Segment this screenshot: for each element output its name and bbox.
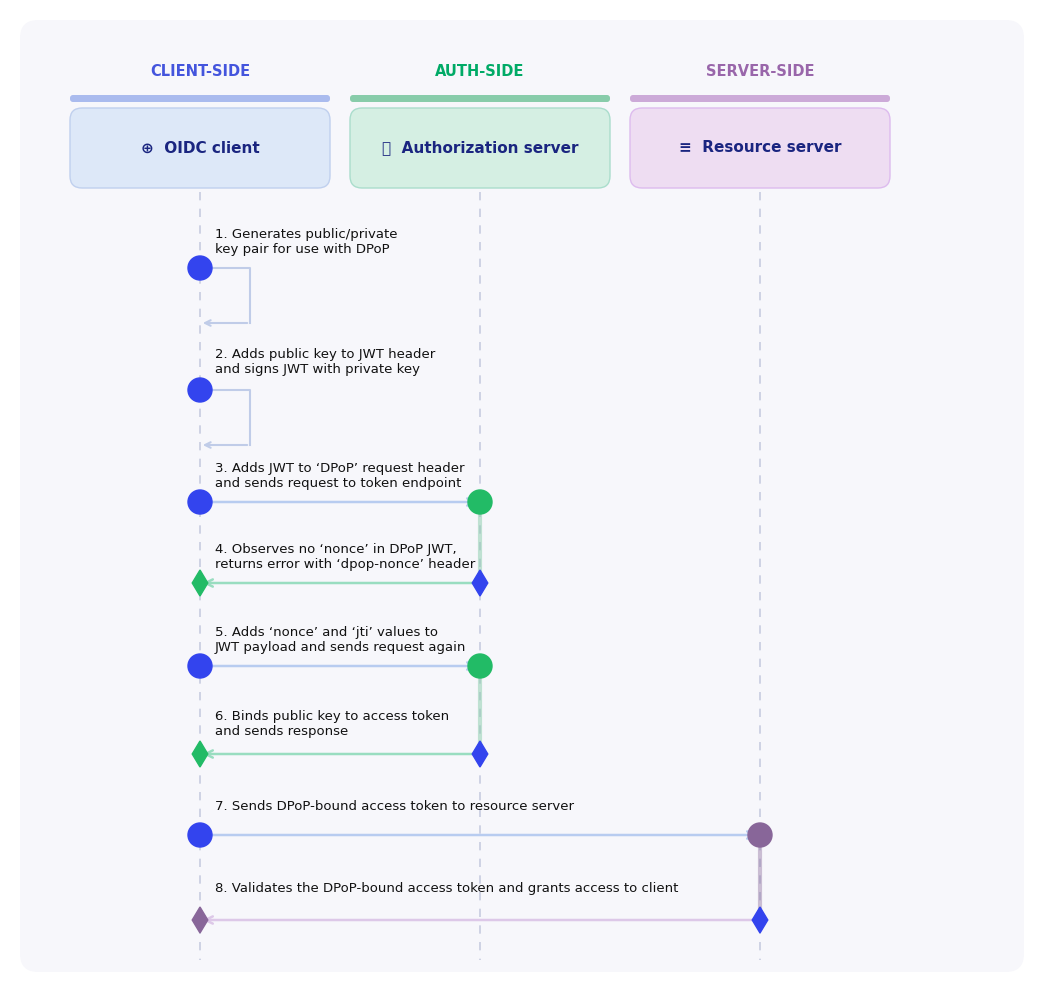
Circle shape <box>468 490 492 514</box>
Text: ≡  Resource server: ≡ Resource server <box>679 141 841 156</box>
Text: 7. Sends DPoP-bound access token to resource server: 7. Sends DPoP-bound access token to reso… <box>215 800 574 813</box>
Text: CLIENT-SIDE: CLIENT-SIDE <box>150 64 251 79</box>
Text: AUTH-SIDE: AUTH-SIDE <box>435 64 525 79</box>
FancyBboxPatch shape <box>630 95 889 102</box>
Text: ⛨  Authorization server: ⛨ Authorization server <box>382 141 578 156</box>
Polygon shape <box>472 570 488 596</box>
Circle shape <box>188 823 212 847</box>
FancyBboxPatch shape <box>630 108 889 188</box>
Text: ⊕  OIDC client: ⊕ OIDC client <box>141 141 259 156</box>
Polygon shape <box>192 741 208 767</box>
Text: SERVER-SIDE: SERVER-SIDE <box>706 64 814 79</box>
Circle shape <box>188 490 212 514</box>
Polygon shape <box>192 570 208 596</box>
Text: 5. Adds ‘nonce’ and ‘jti’ values to
JWT payload and sends request again: 5. Adds ‘nonce’ and ‘jti’ values to JWT … <box>215 626 467 654</box>
Polygon shape <box>472 741 488 767</box>
Polygon shape <box>192 907 208 933</box>
Circle shape <box>188 654 212 678</box>
Text: 8. Validates the DPoP-bound access token and grants access to client: 8. Validates the DPoP-bound access token… <box>215 882 679 895</box>
Text: 6. Binds public key to access token
and sends response: 6. Binds public key to access token and … <box>215 710 449 738</box>
Text: 4. Observes no ‘nonce’ in DPoP JWT,
returns error with ‘dpop-nonce’ header: 4. Observes no ‘nonce’ in DPoP JWT, retu… <box>215 543 475 571</box>
Circle shape <box>748 823 772 847</box>
Circle shape <box>468 654 492 678</box>
Circle shape <box>188 256 212 280</box>
FancyBboxPatch shape <box>70 108 330 188</box>
FancyBboxPatch shape <box>70 95 330 102</box>
Circle shape <box>188 378 212 402</box>
Text: 3. Adds JWT to ‘DPoP’ request header
and sends request to token endpoint: 3. Adds JWT to ‘DPoP’ request header and… <box>215 462 465 490</box>
Text: 1. Generates public/private
key pair for use with DPoP: 1. Generates public/private key pair for… <box>215 228 398 256</box>
Polygon shape <box>752 907 767 933</box>
FancyBboxPatch shape <box>20 20 1024 972</box>
FancyBboxPatch shape <box>350 95 610 102</box>
Text: 2. Adds public key to JWT header
and signs JWT with private key: 2. Adds public key to JWT header and sig… <box>215 348 435 376</box>
FancyBboxPatch shape <box>350 108 610 188</box>
